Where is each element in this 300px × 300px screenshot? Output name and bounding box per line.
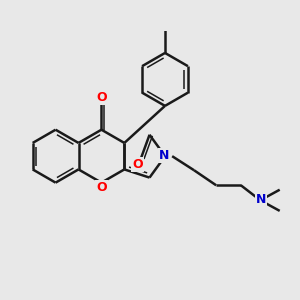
Text: N: N (159, 149, 169, 162)
Text: N: N (256, 193, 266, 206)
Text: O: O (132, 158, 143, 171)
Text: O: O (96, 91, 107, 103)
Text: O: O (96, 181, 107, 194)
